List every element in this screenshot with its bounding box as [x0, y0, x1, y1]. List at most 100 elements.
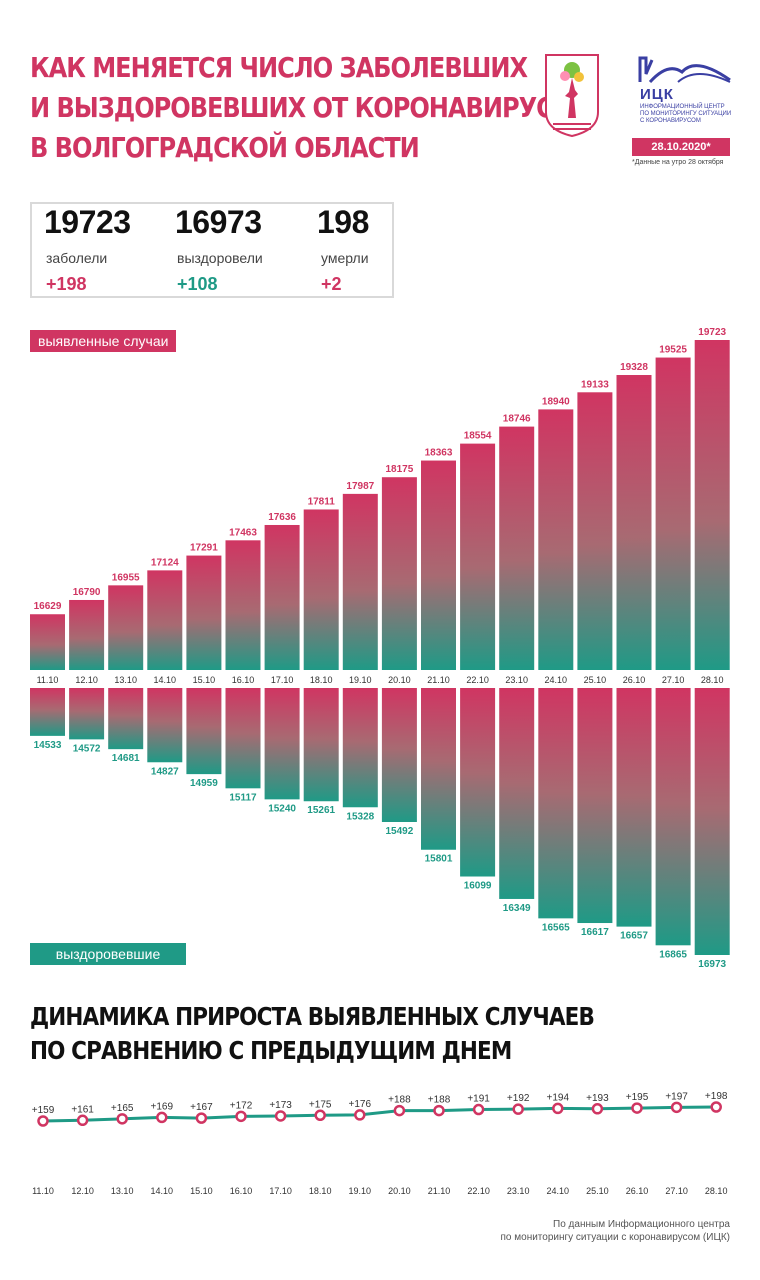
bar-recovered-label: 14572 [73, 743, 101, 754]
ick-sub-line-1: ИНФОРМАЦИОННЫЙ ЦЕНТР [640, 104, 725, 110]
bar-cases [616, 375, 652, 670]
bar-recovered [460, 688, 496, 877]
bar-recovered-label: 14959 [190, 778, 218, 789]
bar-cases [538, 409, 574, 670]
legend-cases: выявленные случаи [30, 330, 177, 352]
ick-logo-icon [638, 56, 731, 84]
x-tick-label: 15.10 [193, 675, 216, 685]
growth-title-line-2: ПО СРАВНЕНИЮ С ПРЕДЫДУЩИМ ДНЕМ [30, 1036, 512, 1065]
bar-recovered [616, 688, 652, 927]
growth-title-line-1: ДИНАМИКА ПРИРОСТА ВЫЯВЛЕННЫХ СЛУЧАЕВ [30, 1002, 595, 1031]
growth-point [235, 1110, 247, 1123]
bar-recovered-label: 16565 [542, 922, 570, 933]
bar-cases-label: 17987 [346, 481, 374, 492]
bar-recovered-label: 15328 [346, 811, 374, 822]
growth-chart-title: ДИНАМИКА ПРИРОСТА ВЫЯВЛЕННЫХ СЛУЧАЕВ ПО … [30, 1000, 595, 1068]
bar-recovered-label: 16617 [581, 927, 609, 938]
stat-cases-label: заболели [46, 250, 108, 266]
ick-logo-text: ИЦК [640, 86, 674, 103]
growth-x-tick-label: 27.10 [665, 1186, 688, 1196]
bar-recovered [577, 688, 613, 924]
stat-deaths-value: 198 [317, 204, 369, 240]
bar-cases-label: 17124 [151, 557, 179, 568]
stat-deaths-label: умерли [321, 250, 369, 266]
growth-value-label: +176 [349, 1099, 372, 1110]
stat-recovered-label: выздоровели [177, 250, 263, 266]
bar-recovered [225, 688, 261, 789]
growth-x-tick-label: 26.10 [626, 1186, 649, 1196]
bar-recovered [342, 688, 378, 808]
growth-x-tick-label: 17.10 [269, 1186, 292, 1196]
bar-recovered-label: 16865 [659, 949, 687, 960]
bar-recovered-label: 16349 [503, 903, 531, 914]
volgograd-emblem-icon [545, 54, 599, 138]
x-tick-label: 26.10 [623, 675, 646, 685]
stat-recovered-delta: +108 [177, 274, 218, 294]
growth-x-tick-label: 14.10 [151, 1186, 174, 1196]
growth-value-label: +159 [32, 1105, 55, 1116]
growth-x-tick-label: 21.10 [428, 1186, 451, 1196]
growth-point [195, 1112, 208, 1124]
bar-recovered-label: 16657 [620, 931, 648, 942]
bar-cases-label: 16790 [73, 587, 101, 598]
growth-x-tick-label: 18.10 [309, 1186, 332, 1196]
growth-value-label: +192 [507, 1093, 530, 1104]
ick-sub-line-3: С КОРОНАВИРУСОМ [640, 118, 701, 124]
bar-cases [577, 392, 613, 670]
bar-cases [381, 477, 417, 670]
growth-point [591, 1103, 604, 1115]
x-tick-label: 19.10 [349, 675, 372, 685]
bar-recovered [69, 688, 105, 740]
bar-recovered-label: 14533 [34, 740, 62, 751]
bar-cases-label: 17463 [229, 527, 257, 538]
stat-deaths-delta: +2 [321, 274, 342, 294]
growth-value-label: +169 [151, 1101, 174, 1112]
date-badge: 28.10.2020* [632, 138, 730, 156]
growth-value-label: +194 [547, 1092, 570, 1103]
stats-summary-box: 19723 заболели +198 16973 выздоровели +1… [30, 202, 394, 298]
bar-cases [186, 555, 222, 670]
source-line-1: По данным Информационного центра [553, 1219, 730, 1230]
x-tick-label: 18.10 [310, 675, 333, 685]
x-tick-label: 20.10 [388, 675, 411, 685]
growth-point [314, 1109, 326, 1122]
growth-point [156, 1111, 168, 1124]
x-tick-label: 14.10 [154, 675, 177, 685]
x-tick-label: 13.10 [114, 675, 137, 685]
bar-cases [264, 524, 300, 670]
bar-recovered [655, 688, 691, 946]
stat-cases-value: 19723 [44, 204, 131, 240]
growth-value-label: +195 [626, 1092, 649, 1103]
x-tick-label: 25.10 [584, 675, 607, 685]
bar-recovered [499, 688, 535, 899]
growth-point [552, 1102, 564, 1115]
growth-point [472, 1103, 485, 1116]
bar-recovered [694, 688, 730, 955]
bar-cases-label: 17636 [268, 512, 296, 523]
source-line-2: по мониторингу ситуации с коронавирусом … [500, 1232, 731, 1243]
bar-cases-label: 19525 [659, 345, 687, 356]
growth-value-label: +191 [467, 1094, 490, 1105]
bar-cases [225, 540, 261, 670]
bar-cases [147, 570, 183, 670]
growth-point [274, 1110, 287, 1122]
x-tick-label: 12.10 [75, 675, 98, 685]
legend-recovered: выздоровевшие [30, 943, 186, 965]
stat-cases-delta: +198 [46, 274, 87, 294]
bar-cases [342, 493, 378, 670]
x-tick-label: 23.10 [505, 675, 528, 685]
growth-point [354, 1109, 366, 1121]
bar-chart: 16629 11.10 14533 16790 12.10 14572 16955 13.10… [30, 327, 730, 970]
ick-logo-subtitle: ИНФОРМАЦИОННЫЙ ЦЕНТР ПО МОНИТОРИНГУ СИТУ… [640, 104, 750, 125]
x-tick-label: 21.10 [427, 675, 450, 685]
title-line-3: В ВОЛГОГРАДСКОЙ ОБЛАСТИ [30, 131, 420, 164]
bar-recovered-label: 16973 [698, 959, 726, 970]
bar-cases [421, 460, 456, 670]
stat-recovered-value: 16973 [175, 204, 262, 240]
growth-point [116, 1113, 128, 1125]
bar-cases [69, 599, 105, 670]
growth-value-label: +172 [230, 1100, 253, 1111]
x-tick-label: 16.10 [232, 675, 255, 685]
bar-cases-label: 18363 [425, 448, 453, 459]
